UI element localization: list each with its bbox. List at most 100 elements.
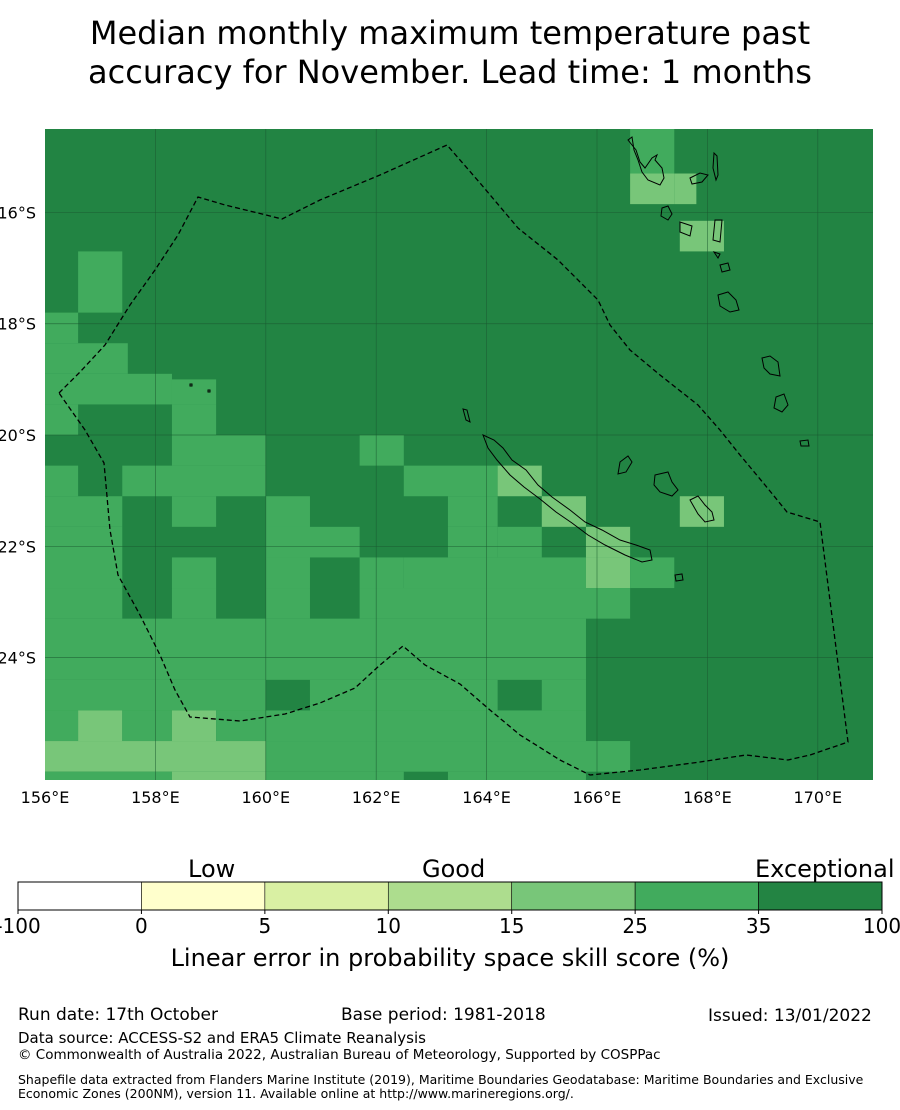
colorbar-swatch <box>264 881 389 911</box>
island-outline <box>773 393 789 413</box>
lon-tick-label: 158°E <box>131 788 180 807</box>
island-outline <box>712 219 723 243</box>
data-source: Data source: ACCESS-S2 and ERA5 Climate … <box>18 1029 426 1047</box>
skill-cell <box>630 129 675 174</box>
skill-cell <box>359 435 404 466</box>
issued-date: Issued: 13/01/2022 <box>708 1006 872 1026</box>
shapefile-credit: Shapefile data extracted from Flanders M… <box>18 1072 864 1101</box>
title-line-2: accuracy for November. Lead time: 1 mont… <box>88 53 812 91</box>
island-outline <box>717 291 740 313</box>
skill-cell <box>45 343 128 374</box>
colorbar-swatch <box>511 881 636 911</box>
skill-cell <box>359 588 631 619</box>
colorbar-tick-label: 5 <box>258 914 271 938</box>
island-outline <box>689 495 715 523</box>
skill-cell <box>45 618 586 680</box>
skill-cell <box>447 526 498 558</box>
colorbar-category-good: Good <box>422 855 486 883</box>
lat-tick-label: 22°S <box>0 537 36 556</box>
skill-cell <box>122 710 172 742</box>
skill-cell <box>45 404 79 436</box>
colorbar-tick-label: 10 <box>376 914 401 938</box>
skill-cell <box>45 496 123 527</box>
skill-cell <box>541 496 586 527</box>
island-outline <box>482 434 653 563</box>
skill-cell <box>216 710 586 742</box>
island-outline <box>712 251 721 259</box>
lat-tick-label: 24°S <box>0 649 36 668</box>
skill-cell <box>265 526 360 558</box>
skill-cell <box>171 404 217 436</box>
skill-cell <box>265 771 404 780</box>
map-plot-area <box>45 129 873 780</box>
lon-tick-label: 170°E <box>793 788 842 807</box>
skill-cell <box>45 465 79 497</box>
colorbar-tick-label: 35 <box>746 914 771 938</box>
colorbar-tick-label: 100 <box>863 914 900 938</box>
skill-cell <box>679 220 724 252</box>
island-outline <box>660 205 673 221</box>
title-line-1: Median monthly maximum temperature past <box>89 14 811 52</box>
island-outline <box>462 408 471 423</box>
skill-cell <box>630 173 675 205</box>
skill-cell <box>265 741 631 772</box>
skill-cell <box>171 771 266 780</box>
skill-cell <box>171 588 217 619</box>
colorbar-swatch <box>141 881 266 911</box>
lon-tick-label: 168°E <box>683 788 732 807</box>
skill-cell <box>585 526 631 558</box>
map-title: Median monthly maximum temperature past … <box>0 14 900 92</box>
skill-cell <box>45 526 123 589</box>
skill-cell <box>171 435 266 466</box>
colorbar-swatch <box>758 881 883 911</box>
colorbar-category-exceptional: Exceptional <box>755 855 895 883</box>
skill-cell <box>45 588 123 619</box>
skill-cell <box>78 251 123 313</box>
colorbar: -100 0 5 10 15 25 35 100 <box>0 881 900 938</box>
lon-tick-label: 166°E <box>573 788 622 807</box>
colorbar-swatch <box>17 881 142 911</box>
lon-tick-label: 162°E <box>352 788 401 807</box>
skill-cell <box>403 465 498 497</box>
skill-cell <box>45 710 79 742</box>
island-outline <box>799 439 810 447</box>
base-period: Base period: 1981-2018 <box>341 1005 546 1025</box>
lat-tick-label: 20°S <box>0 426 36 445</box>
run-date: Run date: 17th October <box>18 1005 218 1025</box>
skill-cell <box>78 710 123 742</box>
skill-cell <box>585 557 631 589</box>
colorbar-swatch <box>634 881 759 911</box>
colorbar-tick-label: 25 <box>622 914 647 938</box>
skill-cell <box>541 679 586 711</box>
island-outline <box>189 383 193 387</box>
island-outline <box>674 573 684 582</box>
colorbar-category-low: Low <box>188 855 236 883</box>
skill-cell <box>309 679 498 711</box>
skill-cell <box>45 373 172 405</box>
colorbar-tick-label: -100 <box>0 914 41 938</box>
skill-cell <box>45 771 172 780</box>
lat-tick-label: 16°S <box>0 203 36 222</box>
skill-cell <box>122 465 266 497</box>
map-axes: 156°E 158°E 160°E 162°E 164°E 166°E 168°E 170°E… <box>0 203 842 807</box>
colorbar-swatch <box>387 881 513 911</box>
lon-tick-label: 164°E <box>462 788 511 807</box>
skill-cell <box>403 557 586 589</box>
skill-cell <box>630 557 675 589</box>
skill-cell <box>45 312 79 344</box>
skill-cell <box>359 557 404 589</box>
copyright: © Commonwealth of Australia 2022, Austra… <box>18 1047 661 1063</box>
lon-tick-label: 160°E <box>241 788 290 807</box>
skill-cell <box>447 771 586 780</box>
island-outline <box>689 172 709 185</box>
island-outline <box>617 455 633 475</box>
skill-cell <box>447 496 498 527</box>
lon-tick-label: 156°E <box>21 788 70 807</box>
eez-boundary <box>58 144 849 776</box>
island-outline <box>712 151 719 182</box>
colorbar-tick-label: 0 <box>135 914 148 938</box>
colorbar-label: Linear error in probability space skill … <box>170 944 730 972</box>
island-outline <box>761 355 781 377</box>
skill-cell <box>674 173 697 205</box>
